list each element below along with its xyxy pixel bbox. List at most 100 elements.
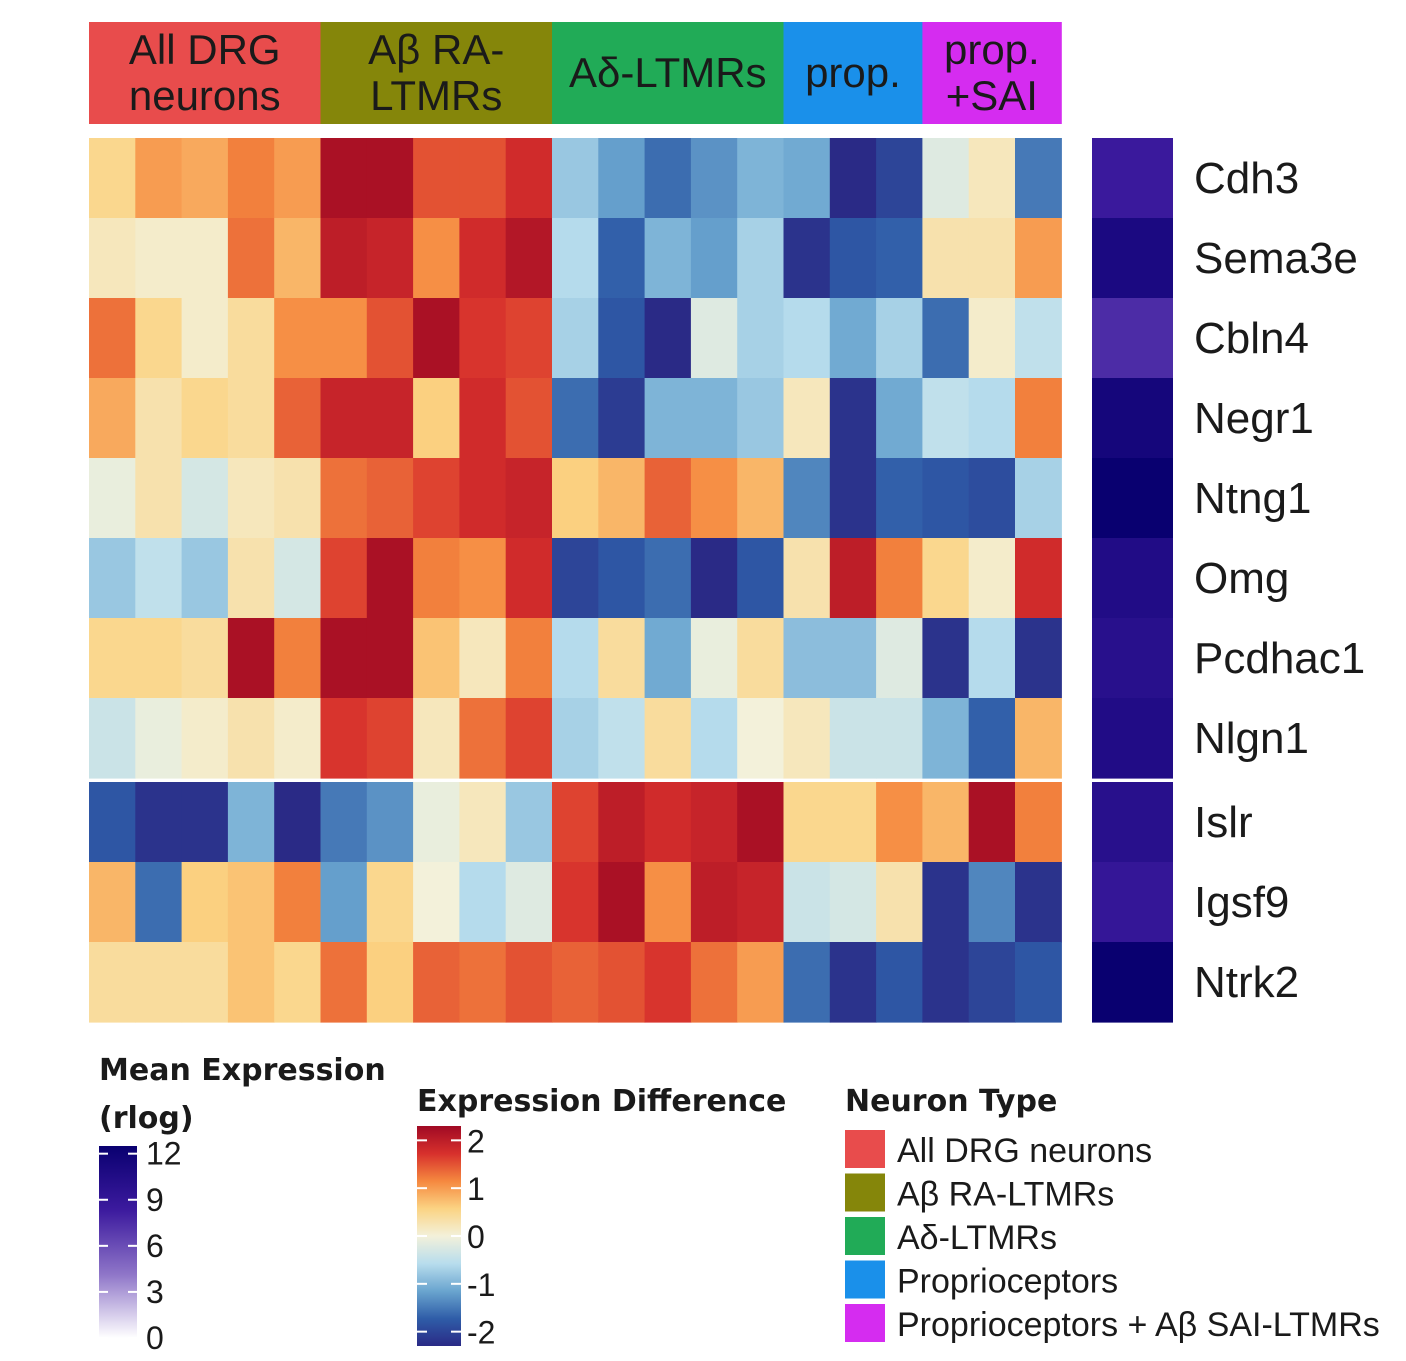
mean-expression-column [1092,138,1173,1023]
heatmap-cell [366,218,414,299]
heatmap-cell [227,862,275,943]
heatmap-cell [644,942,692,1023]
heatmap-cell [968,942,1016,1023]
gene-labels: Cdh3 Sema3e Cbln4 Negr1 Ntng1 Omg Pcdhac1 Nlgn1… [1194,154,1365,1007]
heatmap-cell [135,538,183,619]
heatmap-cell [505,218,553,299]
heatmap-cell [320,942,368,1023]
heatmap-cell [320,862,368,943]
heatmap-cell [552,782,599,863]
heatmap-cell [829,378,877,459]
heatmap-cell [552,138,599,219]
mean-expression-cell [1092,698,1173,779]
heatmap-cell [644,782,692,863]
legend-neuron-type-label: Proprioceptors + Aβ SAI-LTMRs [897,1306,1380,1344]
heatmap-cell [274,378,322,459]
heatmap-cell [829,218,877,299]
heatmap-cell [89,618,136,699]
heatmap-cell [690,782,738,863]
heatmap-cell [135,378,183,459]
heatmap-cell [829,862,877,943]
heatmap-cell [922,538,970,619]
heatmap-cell [181,698,229,779]
heatmap-cell [737,218,785,299]
gene-label: Pcdhac1 [1194,634,1365,683]
heatmap-cell [598,138,646,219]
heatmap-cell [829,138,877,219]
gene-label: Ntrk2 [1194,958,1299,1007]
heatmap-cell [366,538,414,619]
legend-neuron-type-swatch [845,1304,885,1342]
heatmap-cell [968,378,1016,459]
heatmap-cell [366,698,414,779]
heatmap-cell [1015,458,1062,539]
heatmap-cell [89,862,136,943]
heatmap-cell [459,138,507,219]
heatmap-cell [1015,862,1062,943]
heatmap-cell [968,298,1016,379]
gene-label: Cdh3 [1194,154,1299,203]
heatmap-cell [135,458,183,539]
heatmap-cell [505,298,553,379]
heatmap-cell [876,782,923,863]
heatmap-cell [413,298,460,379]
heatmap-cell [505,862,553,943]
heatmap-cell [829,538,877,619]
heatmap-cell [459,538,507,619]
heatmap-cell [876,698,923,779]
heatmap-cell [135,782,183,863]
heatmap-cell [366,298,414,379]
mean-expression-cell [1092,298,1173,379]
legend-neuron-type-swatch [845,1260,885,1299]
heatmap-cell [876,942,923,1023]
legend-mean-expression-title-line2: (rlog) [99,1101,194,1136]
heatmap-cell [274,218,322,299]
legend-difference-tick-label: 1 [467,1171,485,1207]
legend-neuron-type: Neuron Type All DRG neurons Aβ RA-LTMRs Aδ… [845,1084,1380,1344]
heatmap-cell [876,138,923,219]
heatmap-cell [227,698,275,779]
heatmap-cell [783,942,831,1023]
heatmap-cell [320,618,368,699]
heatmap-cell [505,698,553,779]
heatmap-cell [644,458,692,539]
heatmap-cell [644,538,692,619]
heatmap-cell [1015,378,1062,459]
heatmap-cell [922,618,970,699]
heatmap-cell [459,942,507,1023]
heatmap-cell [89,458,136,539]
heatmap-cell [459,862,507,943]
heatmap-cell [644,618,692,699]
heatmap-cell [598,458,646,539]
heatmap-cell [413,538,460,619]
legend-difference-tick-label: 0 [467,1219,485,1255]
heatmap-cell [135,862,183,943]
group-label: All DRG [129,26,281,73]
heatmap-cell [737,138,785,219]
heatmap-cell [274,942,322,1023]
heatmap-cell [783,458,831,539]
legend-neuron-type-label: All DRG neurons [897,1132,1152,1170]
heatmap-cell [135,298,183,379]
heatmap-cell [413,862,460,943]
heatmap-cell [690,378,738,459]
heatmap-cell [413,138,460,219]
heatmap-cell [227,138,275,219]
heatmap-cell [1015,138,1062,219]
heatmap-cell [690,218,738,299]
heatmap-cell [922,942,970,1023]
group-label: Aδ-LTMRs [569,49,767,96]
heatmap-cell [598,862,646,943]
heatmap-cell [320,782,368,863]
heatmap-cell [89,218,136,299]
heatmap-cell [413,942,460,1023]
heatmap-cell [413,782,460,863]
legend-mean-tick-label: 9 [146,1182,164,1218]
heatmap-cell [968,218,1016,299]
group-bar-segment [783,22,923,124]
gene-label: Omg [1194,554,1289,603]
heatmap-cell [89,942,136,1023]
heatmap-cell [552,698,599,779]
heatmap-cell [320,538,368,619]
